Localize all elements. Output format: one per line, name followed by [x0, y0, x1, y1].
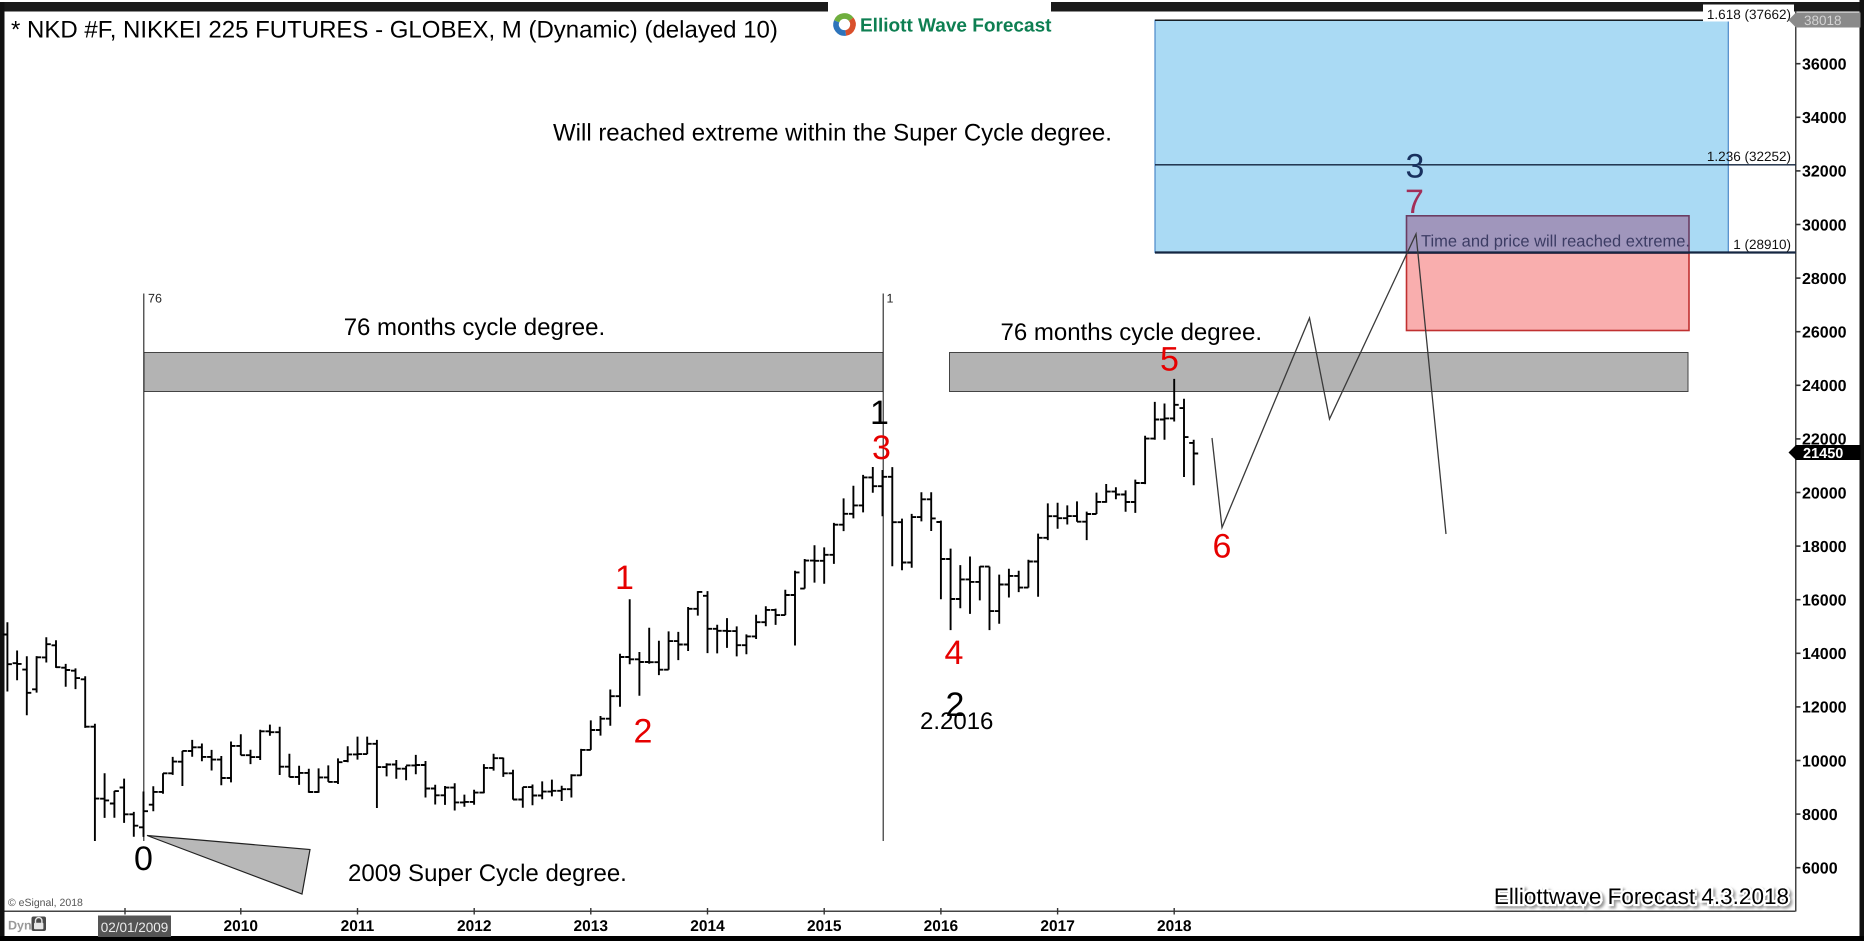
- svg-text:1.618 (37662): 1.618 (37662): [1707, 7, 1791, 22]
- svg-text:18000: 18000: [1802, 539, 1847, 556]
- svg-text:1.236 (32252): 1.236 (32252): [1707, 149, 1791, 164]
- svg-text:2009 Super Cycle degree.: 2009 Super Cycle degree.: [348, 860, 627, 887]
- svg-text:7: 7: [1405, 183, 1424, 221]
- svg-text:76: 76: [148, 292, 162, 306]
- svg-text:2.2016: 2.2016: [920, 708, 993, 735]
- svg-text:2018: 2018: [1157, 918, 1192, 935]
- svg-text:2016: 2016: [924, 918, 959, 935]
- svg-text:© eSignal, 2018: © eSignal, 2018: [8, 897, 83, 909]
- svg-text:16000: 16000: [1802, 593, 1847, 610]
- svg-text:Dyn: Dyn: [8, 919, 32, 933]
- svg-text:2012: 2012: [457, 918, 491, 935]
- svg-text:Time and price will reached ex: Time and price will reached extreme.: [1421, 233, 1690, 251]
- svg-text:1 (28910): 1 (28910): [1733, 237, 1791, 252]
- svg-text:30000: 30000: [1802, 217, 1847, 234]
- svg-text:24000: 24000: [1802, 378, 1847, 395]
- svg-text:2: 2: [634, 713, 653, 751]
- svg-text:Elliott Wave Forecast: Elliott Wave Forecast: [860, 16, 1052, 37]
- svg-text:6000: 6000: [1802, 861, 1838, 878]
- svg-text:2011: 2011: [341, 918, 375, 935]
- svg-text:2014: 2014: [690, 918, 725, 935]
- svg-text:Elliottwave Forecast 4.3.2018: Elliottwave Forecast 4.3.2018: [1494, 884, 1789, 909]
- svg-text:36000: 36000: [1802, 57, 1847, 74]
- svg-text:22000: 22000: [1802, 432, 1847, 449]
- svg-text:32000: 32000: [1802, 164, 1847, 181]
- svg-text:2010: 2010: [224, 918, 258, 935]
- svg-text:1: 1: [887, 292, 894, 306]
- svg-text:2015: 2015: [807, 918, 842, 935]
- svg-text:34000: 34000: [1802, 110, 1847, 127]
- svg-text:4: 4: [945, 634, 964, 672]
- svg-text:76 months cycle degree.: 76 months cycle degree.: [344, 314, 605, 341]
- svg-text:76 months cycle degree.: 76 months cycle degree.: [1001, 319, 1262, 346]
- svg-text:3: 3: [872, 429, 891, 467]
- svg-text:* NKD #F, NIKKEI 225 FUTURES -: * NKD #F, NIKKEI 225 FUTURES - GLOBEX, M…: [11, 17, 778, 44]
- svg-text:1: 1: [870, 394, 889, 432]
- svg-text:12000: 12000: [1802, 700, 1847, 717]
- svg-text:2017: 2017: [1040, 918, 1074, 935]
- svg-text:14000: 14000: [1802, 646, 1847, 663]
- svg-text:02/01/2009: 02/01/2009: [101, 920, 169, 935]
- svg-text:38018: 38018: [1804, 13, 1842, 28]
- svg-text:10000: 10000: [1802, 753, 1847, 770]
- svg-text:20000: 20000: [1802, 485, 1847, 502]
- svg-text:8000: 8000: [1802, 807, 1838, 824]
- svg-text:2: 2: [946, 686, 965, 724]
- svg-text:3: 3: [1406, 148, 1425, 186]
- svg-text:21450: 21450: [1803, 446, 1843, 462]
- svg-text:26000: 26000: [1802, 325, 1847, 342]
- svg-text:Will reached extreme within th: Will reached extreme within the Super Cy…: [553, 120, 1112, 147]
- svg-text:28000: 28000: [1802, 271, 1847, 288]
- svg-text:1: 1: [615, 559, 634, 597]
- svg-text:5: 5: [1160, 341, 1179, 379]
- svg-text:0: 0: [134, 840, 153, 878]
- svg-text:6: 6: [1213, 528, 1232, 566]
- svg-text:2013: 2013: [574, 918, 609, 935]
